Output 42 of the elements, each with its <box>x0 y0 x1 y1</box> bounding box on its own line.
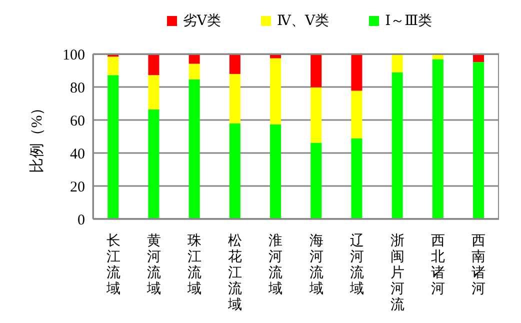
y-tick-label: 100 <box>62 47 85 64</box>
bar <box>473 62 484 219</box>
bar <box>270 124 282 219</box>
x-tick-label: 浙闽片河流 <box>390 233 404 313</box>
legend-label: 劣Ⅴ类 <box>182 12 221 30</box>
legend-label: Ⅰ～Ⅲ类 <box>385 12 432 30</box>
bar <box>310 54 322 88</box>
x-tick-label: 西北诸河 <box>431 234 446 297</box>
y-tick-label: 80 <box>70 80 85 96</box>
x-tick-label: 辽河流域 <box>348 233 364 297</box>
bar <box>148 75 160 110</box>
bar <box>351 54 362 91</box>
x-tick-label: 长江流域 <box>105 233 120 297</box>
y-axis-title: 比例（%） <box>28 100 46 173</box>
bar <box>392 72 403 219</box>
bar <box>351 90 362 138</box>
bar <box>392 54 403 72</box>
bar <box>229 74 240 124</box>
x-tick-label: 西南诸河 <box>472 234 486 297</box>
bar <box>108 56 119 76</box>
bar <box>188 64 200 80</box>
bar <box>229 123 240 219</box>
bar <box>188 79 200 219</box>
y-tick-label: 40 <box>70 146 85 162</box>
bar <box>351 138 362 219</box>
bar <box>310 142 322 219</box>
x-tick-label: 松花江流域 <box>227 233 242 313</box>
y-tick-label: 60 <box>70 113 85 130</box>
x-tick-label: 黄河流域 <box>146 233 161 297</box>
y-tick-label: 20 <box>70 179 85 196</box>
x-tick-label: 海河流域 <box>308 233 324 297</box>
bar <box>148 109 160 219</box>
bar <box>270 58 282 124</box>
bar <box>108 75 119 219</box>
y-tick-label: 0 <box>78 212 85 228</box>
bar <box>432 59 444 219</box>
x-tick-label: 淮河流域 <box>268 233 283 297</box>
bar <box>229 54 240 74</box>
bar <box>310 87 322 143</box>
bar <box>148 54 160 76</box>
x-tick-label: 珠江流域 <box>186 233 202 297</box>
legend-label: Ⅳ、Ⅴ类 <box>276 12 330 30</box>
